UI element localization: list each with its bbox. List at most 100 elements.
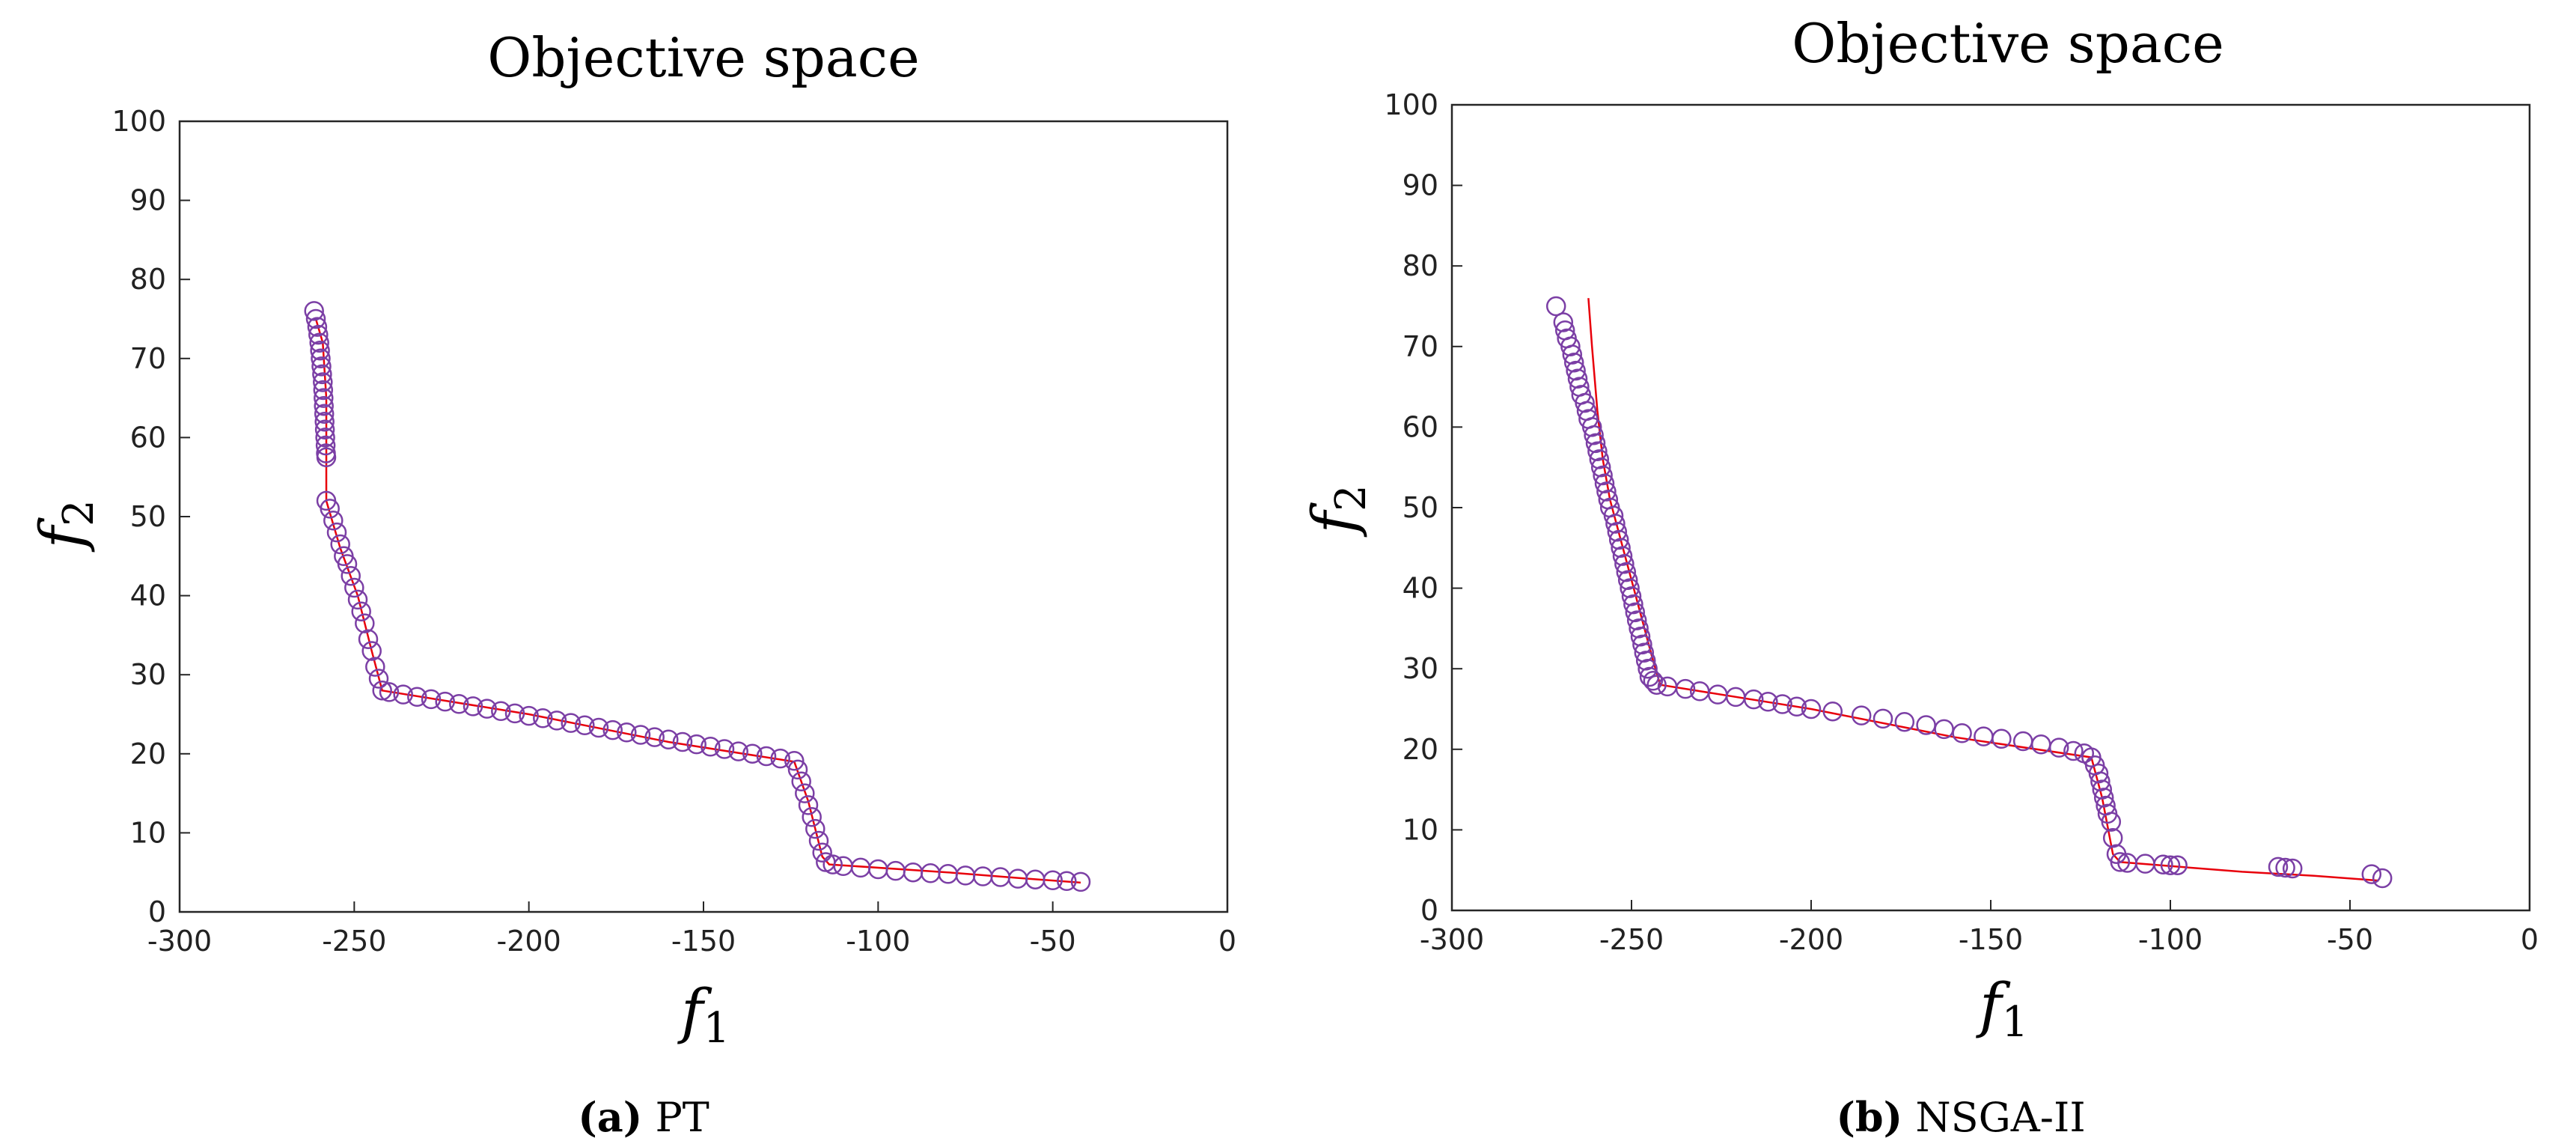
chart-a-point	[1070, 871, 1091, 892]
chart-b-point	[2088, 763, 2109, 784]
chart-a-point	[795, 783, 815, 803]
chart-a-point	[315, 428, 335, 448]
chart-a-point	[310, 340, 330, 361]
chart-b-ytick-label: 50	[1403, 491, 1438, 524]
chart-a-point	[347, 589, 368, 610]
chart-a-ytick-label: 20	[130, 737, 166, 770]
chart-b-point	[1608, 529, 1629, 550]
chart-b-point	[1563, 353, 1584, 373]
chart-a-point	[938, 864, 958, 884]
chart-a-point	[519, 705, 539, 726]
chart-b-ytick-label: 80	[1403, 249, 1438, 282]
chart-a-point	[316, 447, 337, 468]
chart-a-point	[798, 795, 819, 815]
chart-b-ytick-label: 20	[1403, 733, 1438, 766]
chart-a-point	[361, 641, 382, 661]
chart-b-point	[1581, 417, 1602, 437]
chart-a-xtick-label: -300	[147, 925, 212, 958]
chart-b-ytick-label: 0	[1420, 894, 1438, 927]
chart-a-point	[407, 687, 427, 708]
chart-a-point	[644, 727, 665, 747]
chart-a-point	[504, 703, 525, 724]
chart-b-point	[1643, 671, 1664, 691]
chart-a: Objective space -300 -250 -200 -150 -100 -50 0…	[27, 26, 1236, 1053]
chart-b-xtick-label: -50	[2327, 923, 2373, 956]
chart-a-point	[822, 854, 843, 874]
chart-a-point	[313, 380, 334, 401]
chart-b-fit-curve	[1587, 298, 2379, 882]
chart-a-point	[307, 317, 328, 337]
chart-a-point	[868, 859, 888, 880]
chart-b-point	[1596, 481, 1617, 502]
chart-b-point	[1594, 473, 1615, 493]
chart-b-point	[1758, 692, 1778, 712]
chart-a-xtick-label: -200	[497, 925, 561, 958]
chart-b-point	[1560, 336, 1581, 357]
chart-a-point	[355, 613, 375, 633]
chart-b-point	[2048, 737, 2069, 758]
chart-a-point	[308, 324, 329, 345]
chart-a-ylabel-sub: 2	[55, 499, 103, 526]
chart-a-point	[309, 332, 329, 353]
chart-b-point	[2275, 857, 2295, 878]
chart-a-point	[313, 372, 333, 392]
chart-b-point	[2268, 857, 2289, 877]
chart-a-point	[575, 715, 595, 736]
chart-a-point	[358, 629, 379, 649]
chart-a-point	[304, 301, 324, 321]
chart-b-point	[1562, 344, 1583, 365]
chart-b-point	[1607, 522, 1628, 542]
chart-a-xtick-label: 0	[1218, 925, 1236, 958]
chart-a-point	[802, 807, 822, 827]
chart-b-ytick-label: 30	[1403, 652, 1438, 685]
chart-b-point	[2282, 858, 2303, 879]
chart-a-xlabel-sub: 1	[703, 1004, 730, 1053]
chart-b-ylabel: f2	[1299, 484, 1376, 537]
chart-a-ytick-label: 10	[130, 816, 166, 849]
chart-a-point	[630, 725, 651, 745]
chart-a-point	[784, 751, 805, 771]
chart-a-point	[312, 364, 332, 385]
chart-a-ytick-label: 40	[130, 579, 166, 612]
chart-b-xtick-label: -200	[1779, 923, 1843, 956]
chart-a-point	[323, 511, 344, 531]
chart-a-point	[491, 701, 511, 722]
chart-a-point	[320, 499, 340, 519]
chart-a-point	[365, 657, 385, 677]
chart-a-point	[435, 691, 455, 712]
chart-a-point	[326, 522, 347, 543]
chart-a-point	[314, 388, 334, 408]
chart-a-point	[1043, 870, 1063, 891]
chart-a-point	[372, 681, 392, 701]
chart-a-point	[1057, 871, 1077, 892]
chart-b-point	[2361, 864, 2382, 884]
chart-b-point	[1575, 392, 1595, 413]
chart-b-point	[1894, 711, 1915, 732]
chart-b-point	[1630, 626, 1651, 647]
chart-b-ytick-label: 70	[1403, 330, 1438, 363]
chart-a-point	[314, 419, 335, 440]
chart-b-xtick-label: -150	[1959, 923, 2023, 956]
chart-a-point	[955, 865, 976, 886]
chart-b-point	[2153, 854, 2173, 874]
chart-b-point	[2090, 771, 2110, 792]
chart-b-point	[1991, 728, 2012, 749]
chart-b-ytick-label: 90	[1403, 169, 1438, 202]
chart-a-point	[756, 746, 777, 767]
chart-a-point	[477, 699, 497, 719]
chart-b-point	[1638, 658, 1658, 679]
chart-a-point	[805, 818, 825, 839]
chart-b-xtick-label: -300	[1420, 923, 1484, 956]
chart-b-point	[2102, 827, 2123, 848]
chart-b-point	[1632, 634, 1652, 655]
chart-b-point	[1587, 441, 1608, 461]
caption-a-letter: (a)	[578, 1093, 643, 1141]
chart-a-ytick-label: 0	[148, 895, 166, 928]
chart-b-point	[1851, 705, 1872, 725]
chart-b-point	[1743, 689, 1764, 710]
chart-a-markers	[304, 301, 1091, 892]
chart-b-point	[1605, 514, 1626, 534]
chart-b: Objective space -300 -250 -200 -150 -100 -50 0…	[1299, 12, 2539, 1047]
chart-a-point	[787, 759, 808, 780]
chart-b-point	[1590, 457, 1611, 478]
